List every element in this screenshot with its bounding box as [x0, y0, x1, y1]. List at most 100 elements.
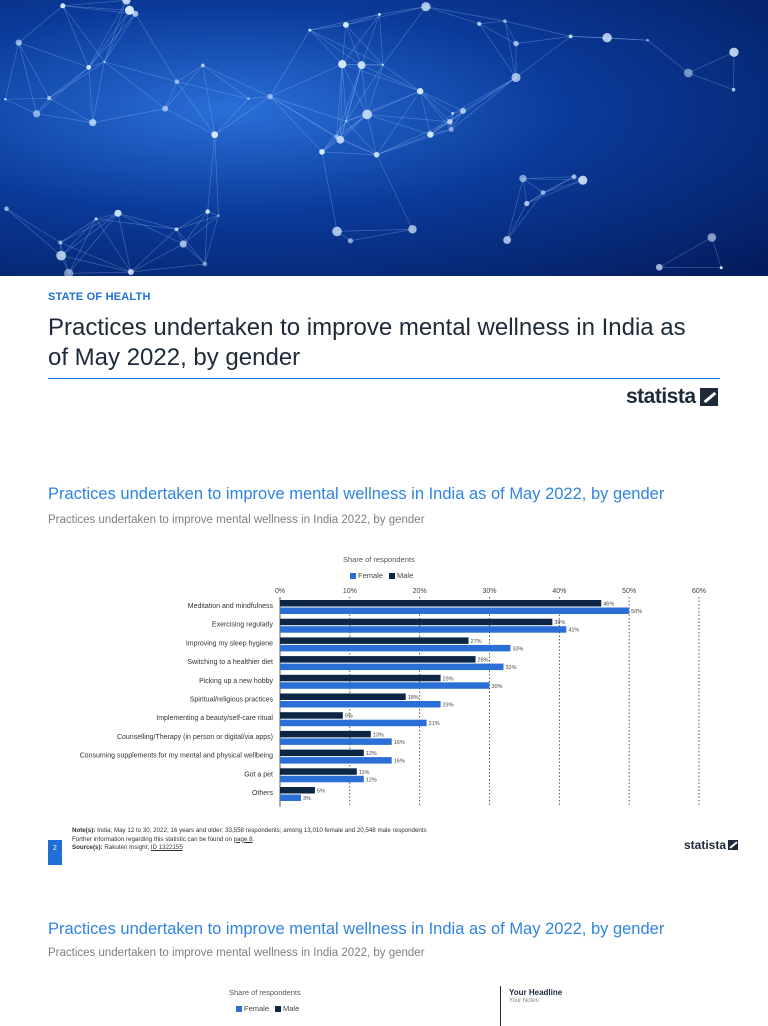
x-tick-label: 20%	[413, 588, 427, 595]
x-tick-label: 60%	[692, 588, 706, 595]
network-line	[104, 10, 129, 61]
network-line	[420, 91, 463, 111]
source-id-link[interactable]: ID 1322155	[151, 844, 183, 851]
source-text: Rakuten Insight;	[104, 844, 150, 851]
network-line	[507, 193, 543, 240]
chart-subtitle: Practices undertaken to improve mental w…	[48, 514, 425, 526]
network-node	[203, 262, 208, 267]
network-node	[334, 135, 339, 140]
bar-female	[280, 626, 566, 633]
network-node	[175, 79, 180, 84]
network-line	[104, 14, 135, 62]
network-lines	[5, 0, 734, 273]
second-chart-legend: Female Male	[236, 1004, 299, 1013]
page-number: 2	[48, 840, 62, 865]
chart-legend: Female Male	[350, 571, 413, 580]
bar-female	[280, 757, 392, 764]
statista-mark-icon	[700, 388, 718, 406]
network-line	[19, 6, 63, 43]
network-line	[6, 209, 61, 256]
network-line	[183, 216, 218, 244]
network-node	[362, 110, 372, 120]
network-node	[569, 34, 573, 38]
network-node	[460, 108, 466, 114]
network-line	[523, 179, 527, 204]
your-notes[interactable]: Your Notes:	[509, 998, 540, 1004]
data-label: 32%	[505, 665, 516, 671]
data-label: 21%	[429, 721, 440, 727]
network-node	[720, 266, 723, 269]
network-line	[96, 219, 176, 229]
statista-logo: statista	[626, 385, 718, 409]
category-label: Exercising regularly	[212, 622, 274, 629]
network-node	[646, 39, 649, 42]
network-line	[383, 7, 426, 65]
network-line	[93, 109, 165, 123]
page-link[interactable]: page 8	[234, 836, 253, 843]
network-node	[447, 119, 453, 125]
network-node	[89, 119, 96, 126]
network-line	[60, 243, 131, 272]
network-node	[60, 3, 65, 8]
data-label: 23%	[443, 703, 454, 709]
network-node	[421, 2, 430, 11]
network-node	[503, 19, 506, 22]
x-tick-label: 0%	[275, 588, 285, 595]
section-label: STATE OF HEALTH	[48, 291, 151, 303]
network-line	[215, 135, 219, 216]
second-legend-swatch-female	[236, 1006, 242, 1012]
data-label: 18%	[408, 695, 419, 701]
network-node	[217, 214, 220, 217]
network-node	[128, 269, 134, 275]
network-line	[426, 7, 505, 21]
category-label: Switching to a healthier diet	[187, 659, 273, 666]
network-line	[310, 14, 380, 30]
title-divider	[48, 378, 720, 379]
network-line	[208, 135, 215, 212]
network-node	[708, 233, 717, 242]
brand-name: statista	[626, 385, 696, 409]
network-line	[688, 73, 733, 90]
legend-swatch-male	[389, 573, 395, 579]
network-line	[379, 7, 425, 15]
network-node	[33, 110, 40, 117]
network-line	[37, 67, 89, 113]
second-axis-title: Share of respondents	[229, 988, 301, 997]
category-label: Consuming supplements for my mental and …	[80, 753, 273, 760]
network-node	[348, 238, 353, 243]
network-node	[503, 236, 511, 244]
network-line	[346, 65, 361, 121]
bar-female	[280, 720, 427, 727]
network-node	[4, 98, 6, 100]
data-label: 27%	[471, 639, 482, 645]
category-label: Others	[252, 790, 274, 797]
bar-male	[280, 712, 343, 719]
second-legend-female: Female	[236, 1004, 269, 1013]
network-node	[378, 13, 381, 16]
network-node	[427, 131, 433, 137]
data-label: 3%	[303, 796, 311, 802]
network-line	[479, 21, 505, 24]
hero-banner	[0, 0, 768, 276]
chart-notes: Note(s): India; May 12 to 30, 2022; 16 y…	[72, 827, 427, 853]
network-line	[19, 43, 37, 114]
bar-male	[280, 768, 357, 775]
network-node	[602, 33, 611, 42]
network-node	[211, 131, 218, 138]
network-line	[342, 25, 346, 64]
your-headline[interactable]: Your Headline	[509, 988, 562, 997]
chart-title: Practices undertaken to improve mental w…	[48, 485, 664, 504]
network-node	[519, 175, 526, 182]
network-node	[451, 112, 454, 115]
axis-title: Share of respondents	[343, 555, 415, 564]
legend-female: Female	[350, 571, 383, 580]
bar-male	[280, 787, 315, 794]
network-line	[346, 7, 426, 25]
network-line	[420, 91, 453, 113]
network-node	[684, 69, 693, 78]
network-line	[379, 14, 382, 65]
network-line	[270, 30, 310, 97]
further-text: Further information regarding this stati…	[72, 836, 234, 843]
statista-mark-icon	[728, 840, 738, 850]
x-tick-label: 30%	[482, 588, 496, 595]
